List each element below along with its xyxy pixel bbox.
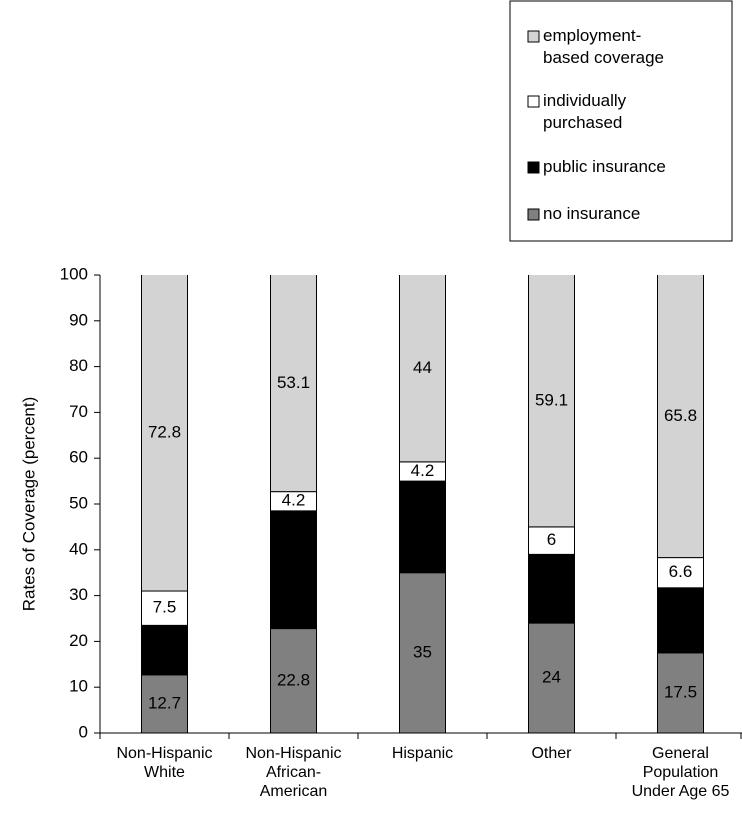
plot-area: [141, 275, 704, 734]
x-tick-label: Non-Hispanic White: [116, 745, 212, 781]
value-label: 4.2: [411, 461, 435, 480]
value-label: 20: [413, 516, 432, 535]
bar-segment: [270, 510, 317, 630]
legend-swatch: [527, 208, 540, 221]
bar-segment: [270, 275, 317, 493]
value-label: 4.2: [282, 491, 306, 510]
value-label: 14.2: [664, 610, 697, 629]
bar-segment: [399, 275, 446, 463]
x-tick-label: Hispanic: [392, 745, 453, 762]
bar-segment: [141, 275, 188, 592]
y-tick-label: 50: [69, 493, 88, 512]
legend-label: public insurance: [543, 157, 666, 176]
bar-segment: [141, 674, 188, 734]
value-label: 72.8: [148, 422, 181, 441]
y-tick-label: 30: [69, 585, 88, 604]
value-label: 25.7: [277, 559, 310, 578]
y-tick-label: 80: [69, 356, 88, 375]
value-label: 44: [413, 358, 432, 377]
y-tick-label: 20: [69, 631, 88, 650]
value-label: 53.1: [277, 373, 310, 392]
legend-label: no insurance: [543, 204, 640, 223]
y-tick-label: 70: [69, 402, 88, 421]
bar-segment: [270, 628, 317, 734]
bar-segment: [528, 526, 575, 555]
y-tick-label: 60: [69, 448, 88, 467]
bar-segment: [141, 624, 188, 676]
bar-segment: [528, 622, 575, 734]
value-label: 15: [542, 578, 561, 597]
x-tick-label: Other: [531, 745, 572, 762]
value-label: 6: [547, 530, 556, 549]
y-tick-label: 0: [79, 722, 88, 741]
value-label: 35: [413, 642, 432, 661]
bar-segment: [528, 553, 575, 624]
y-tick-label: 40: [69, 539, 88, 558]
y-tick-label: 90: [69, 310, 88, 329]
y-axis-label: Rates of Coverage (percent): [19, 397, 38, 612]
legend-label: employment-based coverage: [543, 26, 664, 67]
legend-swatch: [527, 161, 540, 174]
value-label: 65.8: [664, 406, 697, 425]
bar-segment: [657, 275, 704, 559]
y-tick-label: 100: [60, 264, 88, 283]
legend-swatch: [527, 30, 540, 43]
legend-box: [509, 0, 733, 242]
legend-label: individually purchased: [543, 91, 627, 132]
value-label: 17.5: [664, 682, 697, 701]
legend-swatch: [527, 95, 540, 108]
bar-segment: [657, 652, 704, 734]
value-label: 24: [542, 668, 561, 687]
bar-segment: [528, 275, 575, 528]
value-label: 59.1: [535, 390, 568, 409]
value-label: 10.8: [148, 640, 181, 659]
value-label: 12.7: [148, 693, 181, 712]
y-tick-label: 10: [69, 677, 88, 696]
bar-segment: [657, 587, 704, 654]
value-label: 22.8: [277, 670, 310, 689]
value-label: 7.5: [153, 598, 177, 617]
value-label: 6.6: [669, 562, 693, 581]
x-tick-label: Non-Hispanic African-American: [245, 745, 341, 800]
x-tick-label: General Population Under Age 65: [632, 745, 730, 800]
bar-segment: [657, 557, 704, 589]
